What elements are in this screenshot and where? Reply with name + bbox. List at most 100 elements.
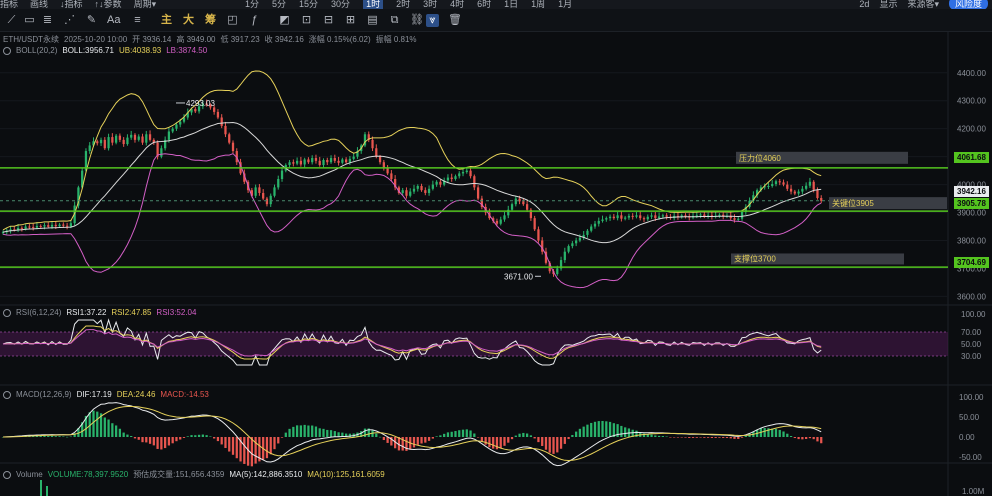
legend-high: 3949.00 <box>186 35 216 44</box>
top-menu-item-2[interactable]: ↓指标 <box>60 0 83 9</box>
candle-body <box>642 218 646 220</box>
timeframe-0[interactable]: 1分 <box>245 0 260 9</box>
timeframe-8[interactable]: 6时 <box>477 0 492 9</box>
macd-bar <box>299 425 303 437</box>
candle-body <box>699 214 702 216</box>
candle-body <box>627 215 631 218</box>
candle-body <box>567 246 570 252</box>
eye-icon[interactable] <box>3 308 11 317</box>
candle-body <box>650 215 653 217</box>
timeframe-9[interactable]: 1日 <box>504 0 519 9</box>
candle-body <box>480 198 484 207</box>
candle-body <box>624 217 627 219</box>
trend-tool-icon[interactable]: ≣ <box>42 14 53 26</box>
macd-bar <box>47 435 50 437</box>
top-menu-item-1[interactable]: 画线 <box>30 0 49 9</box>
top-right-item-2[interactable]: 来源客▾ <box>907 0 939 9</box>
link-icon[interactable]: ⛓ <box>410 14 424 26</box>
candle-body <box>601 219 604 221</box>
key-box <box>829 197 947 210</box>
top-menu-item-0[interactable]: 指标 <box>0 0 19 9</box>
lock-icon[interactable]: ⊡ <box>301 14 312 26</box>
chip-button[interactable]: 筹 <box>205 14 216 26</box>
macd-bar <box>62 436 65 437</box>
macd-bar <box>771 428 774 437</box>
brush-tool-icon[interactable]: ✎ <box>86 14 97 26</box>
macd-bar <box>130 435 133 437</box>
eye-icon[interactable] <box>3 390 11 399</box>
candle-body <box>295 160 299 164</box>
top-menu-item-4[interactable]: 周期▾ <box>133 0 157 9</box>
eye-icon[interactable] <box>3 470 11 479</box>
settings-icon[interactable]: ≡ <box>134 14 141 26</box>
timeframe-6[interactable]: 3时 <box>423 0 438 9</box>
candle-body <box>16 227 20 230</box>
eye-icon[interactable] <box>3 46 11 55</box>
resistance-price-tag: 4061.68 <box>954 152 989 163</box>
candle-body <box>771 184 774 186</box>
macd-bar <box>164 437 167 449</box>
timeframe-bar: 1分 5分 15分 30分 1时 2时 3时 4时 6时 1日 1周 1月 <box>245 0 572 9</box>
macd-bar <box>88 412 91 437</box>
macd-bar <box>631 429 634 437</box>
candle-body <box>782 182 785 185</box>
candle-body <box>737 218 740 220</box>
top-menu-item-3[interactable]: ↑↓参数 <box>94 0 122 9</box>
macd-bar <box>654 435 657 437</box>
macd-bar <box>514 435 517 437</box>
timeframe-2[interactable]: 15分 <box>299 0 319 9</box>
doc-icon[interactable]: ▤ <box>367 14 378 26</box>
fib-tool-icon[interactable]: ⋰ <box>64 14 75 26</box>
risk-button[interactable]: 风险度 <box>948 0 988 9</box>
rsi2-value: RSI2:47.85 <box>111 308 152 317</box>
boll-lb: LB:3874.50 <box>166 46 208 55</box>
line-tool-icon[interactable]: ⟋ <box>7 14 16 26</box>
main-legend: ETH/USDT永续 2025-10-20 10:00 开 3936.14 高 … <box>3 34 417 45</box>
measure-icon[interactable]: ◰ <box>227 14 238 26</box>
candle-body <box>605 218 608 220</box>
mirror-icon[interactable]: ⊞ <box>345 14 356 26</box>
copy-icon[interactable]: ⧉ <box>390 14 399 26</box>
candle-body <box>409 191 412 196</box>
candle-body <box>744 206 747 212</box>
candle-body <box>646 216 649 220</box>
macd-bar <box>103 417 106 437</box>
layers-icon[interactable]: ⊟ <box>323 14 334 26</box>
filter-icon[interactable]: ⩔ <box>426 14 439 27</box>
timeframe-10[interactable]: 1周 <box>531 0 546 9</box>
low-marker: 3671.00 <box>504 272 533 281</box>
candle-body <box>503 215 506 220</box>
fx-icon[interactable]: ƒ <box>251 14 258 26</box>
timeframe-4[interactable]: 1时 <box>363 0 384 9</box>
main-force-button[interactable]: 主 <box>161 14 172 26</box>
candle-body <box>167 131 171 140</box>
macd-bar <box>552 437 555 454</box>
top-right-item-0[interactable]: 2d <box>859 0 870 9</box>
rect-tool-icon[interactable]: ▭ <box>24 14 35 26</box>
top-right-item-1[interactable]: 显示 <box>879 0 898 9</box>
timeframe-5[interactable]: 2时 <box>396 0 411 9</box>
macd-bar <box>789 435 793 437</box>
candle-body <box>190 109 193 113</box>
timeframe-7[interactable]: 4时 <box>450 0 465 9</box>
timeframe-11[interactable]: 1月 <box>558 0 573 9</box>
text-tool-icon[interactable]: Aa <box>107 14 121 26</box>
candle-body <box>420 185 423 191</box>
legend-symbol: ETH/USDT永续 <box>3 35 59 44</box>
candle-body <box>537 229 540 241</box>
macd-tick-label: 100.00 <box>959 393 984 402</box>
timeframe-1[interactable]: 5分 <box>272 0 287 9</box>
macd-bar <box>439 435 442 437</box>
macd-bar <box>58 436 61 437</box>
magnet-icon[interactable]: ◩ <box>279 14 290 26</box>
macd-bar <box>616 424 619 437</box>
macd-bar <box>96 411 99 437</box>
trash-icon[interactable]: 🗑 <box>448 14 462 26</box>
candle-body <box>616 215 619 219</box>
candle-body <box>718 214 721 216</box>
candle-body <box>186 112 189 118</box>
macd-bar <box>326 429 329 437</box>
timeframe-3[interactable]: 30分 <box>331 0 351 9</box>
large-order-button[interactable]: 大 <box>183 14 194 26</box>
